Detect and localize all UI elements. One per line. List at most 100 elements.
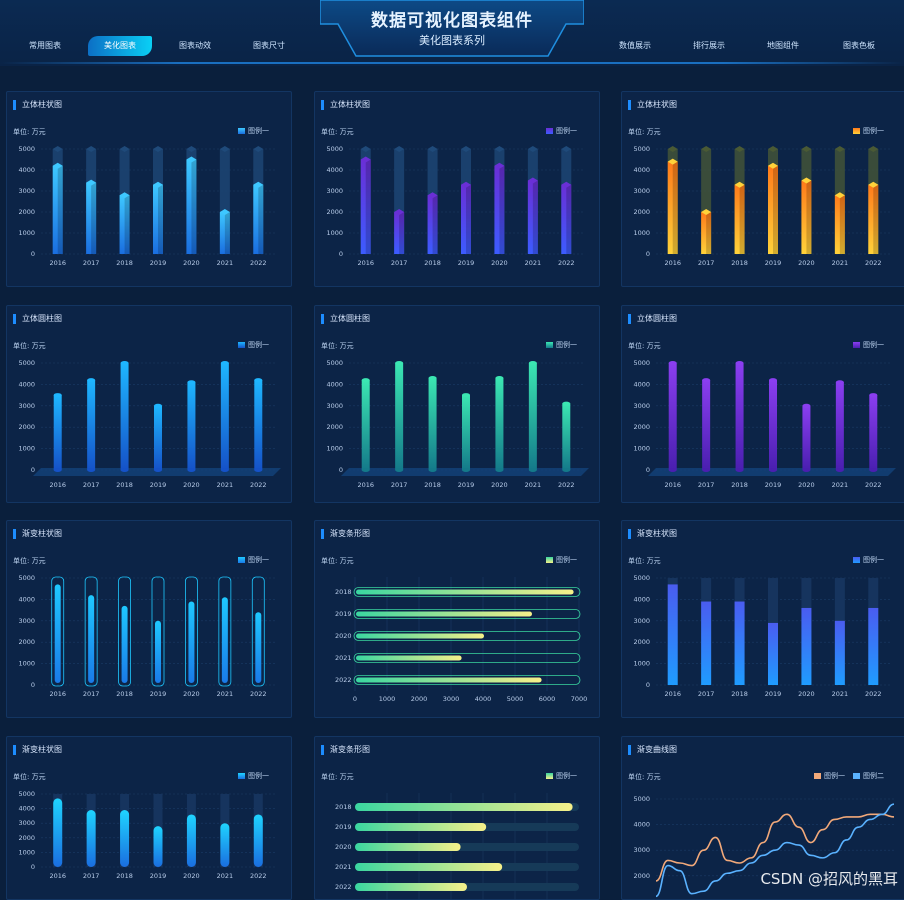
legend-item[interactable]: 图例一 [853, 555, 884, 565]
legend-item[interactable]: 图例一 [546, 340, 577, 350]
bar[interactable] [834, 620, 845, 685]
bar[interactable] [186, 814, 196, 867]
bar[interactable] [768, 622, 778, 685]
nav-tab-animation[interactable]: 图表动效 [179, 41, 211, 50]
bar[interactable] [356, 633, 484, 639]
bar[interactable] [868, 607, 879, 685]
bar[interactable] [355, 863, 503, 871]
bar-top [768, 162, 778, 169]
bar[interactable] [188, 601, 195, 683]
bar[interactable] [869, 395, 878, 470]
bar[interactable] [768, 165, 778, 254]
bar[interactable] [186, 159, 197, 255]
legend-item[interactable]: 图例一 [238, 126, 269, 136]
chart-legend: 图例一 [238, 555, 269, 565]
bar[interactable] [701, 601, 712, 685]
bar[interactable] [153, 184, 163, 254]
bar[interactable] [562, 403, 571, 470]
bar[interactable] [735, 363, 744, 470]
legend-item[interactable]: 图例一 [238, 771, 269, 781]
bar[interactable] [120, 363, 129, 470]
bar[interactable] [527, 180, 538, 255]
bar[interactable] [667, 584, 678, 685]
bar[interactable] [219, 212, 230, 254]
bar[interactable] [734, 601, 745, 685]
bar[interactable] [360, 159, 371, 255]
bar[interactable] [254, 380, 263, 470]
bar[interactable] [220, 363, 229, 470]
bar[interactable] [253, 814, 263, 867]
nav-tab-map[interactable]: 地图组件 [767, 41, 799, 50]
nav-tab-palette[interactable]: 图表色板 [843, 41, 875, 50]
bar[interactable] [461, 184, 471, 254]
bar[interactable] [394, 212, 405, 254]
bar[interactable] [187, 382, 196, 470]
legend-item[interactable]: 图例一 [853, 126, 884, 136]
bar[interactable] [86, 810, 96, 867]
bar[interactable] [801, 607, 812, 685]
x-tick-label: 2021 [217, 481, 234, 489]
legend-item[interactable]: 图例一 [814, 771, 845, 781]
bar[interactable] [834, 195, 845, 254]
bar[interactable] [769, 380, 777, 470]
nav-tab-ranking[interactable]: 排行展示 [693, 41, 725, 50]
bar[interactable] [86, 182, 97, 254]
bar[interactable] [221, 597, 228, 683]
bar[interactable] [120, 810, 130, 867]
legend-item[interactable]: 图例二 [853, 771, 884, 781]
bar[interactable] [355, 803, 573, 811]
bar[interactable] [355, 883, 467, 891]
bar[interactable] [802, 405, 811, 470]
bar[interactable] [734, 184, 745, 254]
bar[interactable] [462, 395, 470, 470]
nav-tab-size[interactable]: 图表尺寸 [253, 41, 285, 50]
bar[interactable] [494, 165, 505, 254]
bar[interactable] [528, 363, 537, 470]
bar[interactable] [668, 363, 677, 470]
bar[interactable] [253, 184, 264, 254]
bar[interactable] [155, 620, 161, 683]
bar[interactable] [53, 798, 63, 867]
bar[interactable] [153, 826, 163, 867]
nav-tab-common[interactable]: 常用图表 [29, 41, 61, 50]
series-line[interactable] [655, 803, 895, 898]
bar[interactable] [356, 655, 462, 661]
legend-item[interactable]: 图例一 [546, 555, 577, 565]
bar[interactable] [701, 212, 712, 254]
nav-tab-beautified[interactable]: 美化图表 [88, 36, 152, 56]
bar[interactable] [801, 180, 812, 255]
bar[interactable] [54, 584, 61, 683]
bar[interactable] [356, 611, 532, 617]
bar[interactable] [356, 677, 542, 683]
legend-item[interactable]: 图例一 [853, 340, 884, 350]
legend-item[interactable]: 图例一 [546, 771, 577, 781]
bar[interactable] [428, 377, 437, 470]
bar[interactable] [87, 380, 96, 470]
bar[interactable] [52, 165, 63, 254]
bar[interactable] [868, 184, 879, 254]
bar[interactable] [121, 605, 128, 683]
bar[interactable] [495, 377, 504, 470]
nav-tab-values[interactable]: 数值展示 [619, 41, 651, 50]
bar[interactable] [355, 843, 461, 851]
bar[interactable] [88, 595, 95, 683]
legend-item[interactable]: 图例一 [238, 340, 269, 350]
bar-shade [806, 180, 812, 254]
bar[interactable] [355, 823, 487, 831]
bar[interactable] [667, 161, 678, 254]
bar[interactable] [427, 195, 438, 254]
bar[interactable] [119, 195, 130, 254]
bar[interactable] [561, 184, 572, 254]
bar[interactable] [395, 363, 404, 470]
bar[interactable] [220, 823, 230, 867]
bar[interactable] [255, 612, 262, 683]
legend-item[interactable]: 图例一 [546, 126, 577, 136]
bar[interactable] [361, 380, 370, 470]
bar[interactable] [702, 380, 711, 470]
series-line[interactable] [655, 813, 895, 882]
legend-item[interactable]: 图例一 [238, 555, 269, 565]
bar[interactable] [356, 589, 574, 595]
bar[interactable] [53, 395, 62, 470]
bar[interactable] [835, 382, 844, 470]
bar[interactable] [154, 405, 162, 470]
